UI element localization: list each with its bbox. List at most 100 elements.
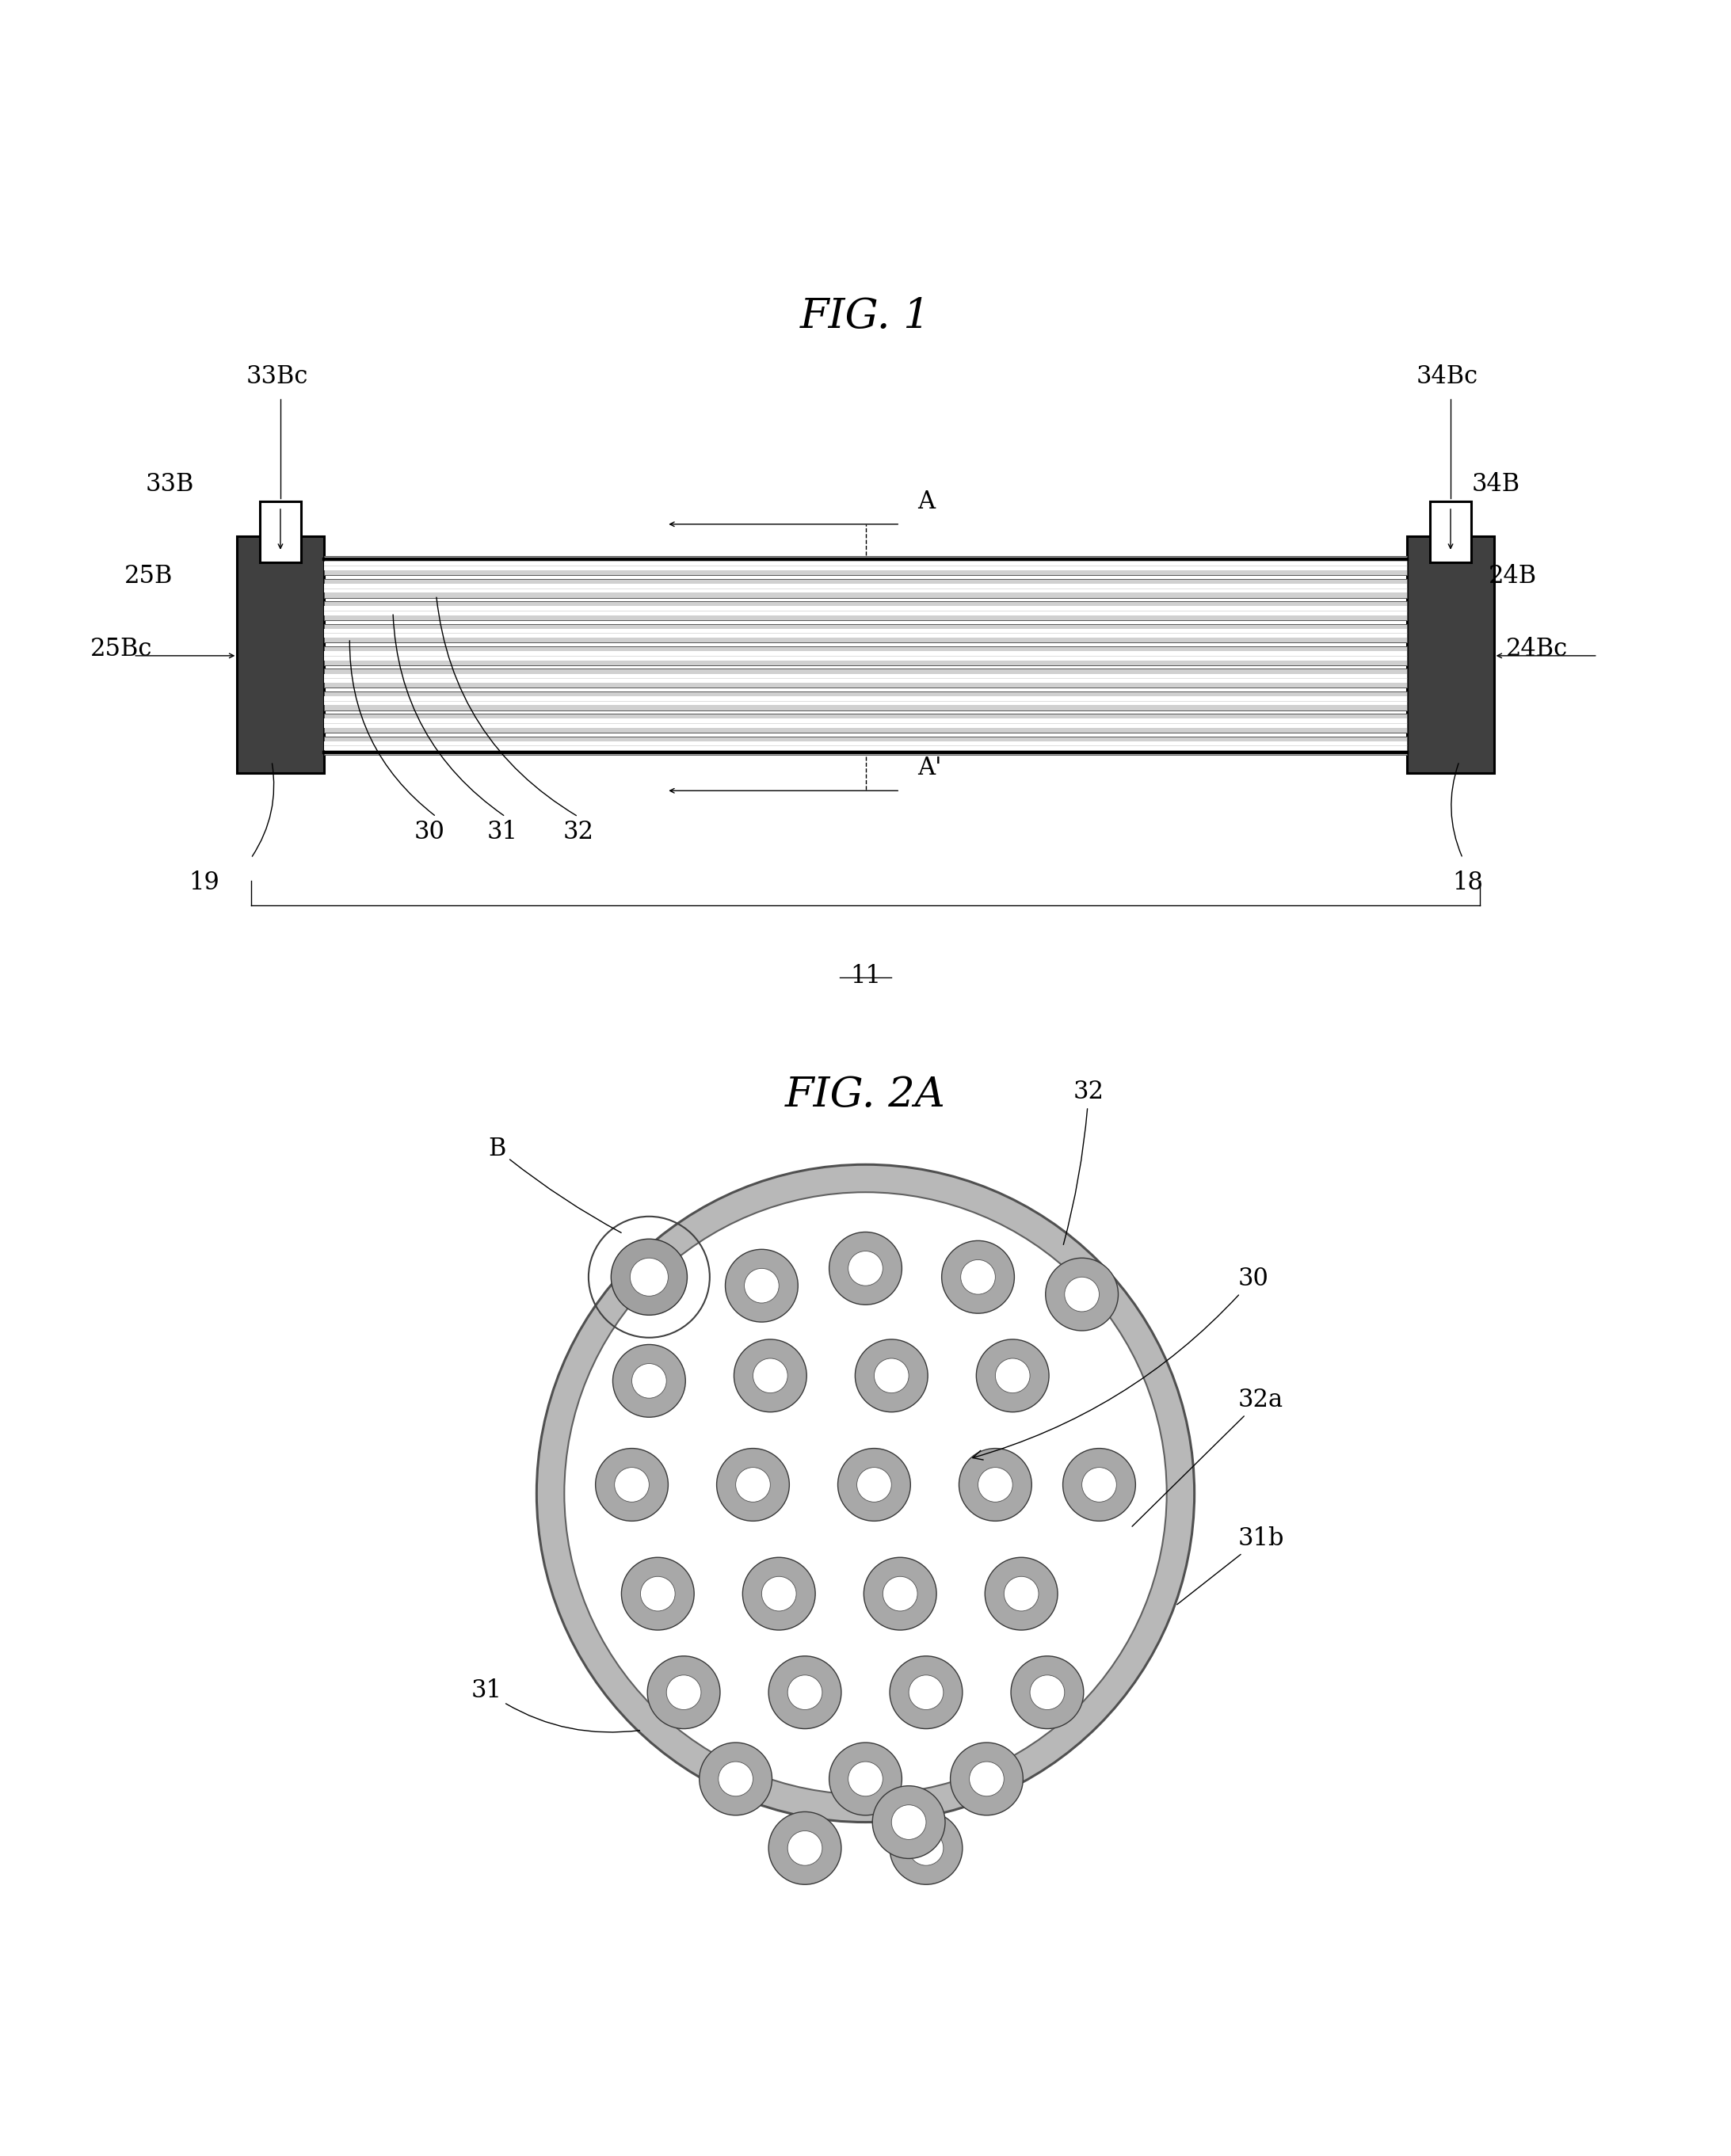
Bar <box>324 714 1407 733</box>
Circle shape <box>909 1675 943 1710</box>
Circle shape <box>829 1742 902 1815</box>
Circle shape <box>769 1811 841 1884</box>
Circle shape <box>717 1449 789 1520</box>
Circle shape <box>595 1449 668 1520</box>
Circle shape <box>1082 1468 1116 1503</box>
Circle shape <box>864 1557 936 1630</box>
Bar <box>324 651 1407 660</box>
Bar <box>324 606 1407 614</box>
Bar <box>260 502 301 563</box>
Text: 25Bc: 25Bc <box>90 636 152 662</box>
Circle shape <box>857 1468 891 1503</box>
Circle shape <box>564 1192 1167 1794</box>
Text: 19: 19 <box>189 871 220 895</box>
Bar <box>324 673 1407 683</box>
Circle shape <box>621 1557 694 1630</box>
Circle shape <box>855 1339 928 1412</box>
Circle shape <box>890 1656 962 1729</box>
Bar <box>1407 537 1494 774</box>
Circle shape <box>942 1240 1014 1313</box>
Bar <box>324 735 1407 755</box>
Text: B: B <box>488 1136 621 1233</box>
Circle shape <box>718 1761 753 1796</box>
Bar <box>324 692 1407 709</box>
Bar <box>237 537 324 774</box>
Circle shape <box>611 1240 687 1315</box>
Circle shape <box>848 1250 883 1285</box>
Circle shape <box>640 1576 675 1611</box>
Text: A: A <box>917 489 935 513</box>
Bar <box>324 584 1407 593</box>
Text: 33Bc: 33Bc <box>246 364 308 390</box>
Bar <box>324 668 1407 688</box>
Circle shape <box>1065 1276 1099 1311</box>
Bar <box>324 718 1407 729</box>
Circle shape <box>985 1557 1058 1630</box>
Circle shape <box>891 1805 926 1839</box>
Circle shape <box>769 1656 841 1729</box>
Text: 18: 18 <box>1452 871 1483 895</box>
Circle shape <box>744 1268 779 1302</box>
Bar <box>1430 502 1471 563</box>
Circle shape <box>995 1358 1030 1393</box>
Text: A': A' <box>917 757 942 780</box>
Bar <box>324 578 1407 597</box>
Bar <box>324 602 1407 621</box>
Circle shape <box>838 1449 911 1520</box>
Text: 11: 11 <box>850 964 881 987</box>
Circle shape <box>890 1811 962 1884</box>
Circle shape <box>872 1785 945 1858</box>
Circle shape <box>829 1231 902 1304</box>
Circle shape <box>753 1358 788 1393</box>
Text: 32: 32 <box>1063 1080 1104 1244</box>
Circle shape <box>632 1363 666 1399</box>
Text: 24Bc: 24Bc <box>1506 636 1568 662</box>
Bar <box>324 647 1407 666</box>
Circle shape <box>909 1830 943 1865</box>
Circle shape <box>613 1345 685 1416</box>
Circle shape <box>736 1468 770 1503</box>
Bar <box>324 623 1407 642</box>
Text: 24B: 24B <box>1489 565 1537 589</box>
Text: 25B: 25B <box>125 565 173 589</box>
Circle shape <box>1011 1656 1084 1729</box>
Circle shape <box>950 1742 1023 1815</box>
Circle shape <box>699 1742 772 1815</box>
Circle shape <box>762 1576 796 1611</box>
Text: FIG. 1: FIG. 1 <box>800 295 931 336</box>
Bar <box>324 556 1407 576</box>
Circle shape <box>743 1557 815 1630</box>
Circle shape <box>537 1164 1194 1822</box>
Bar <box>324 696 1407 705</box>
Circle shape <box>725 1248 798 1322</box>
Circle shape <box>874 1358 909 1393</box>
Circle shape <box>883 1576 917 1611</box>
Text: 34B: 34B <box>1471 472 1520 496</box>
Circle shape <box>632 1259 666 1294</box>
Circle shape <box>1063 1449 1136 1520</box>
Text: FIG. 2A: FIG. 2A <box>786 1076 945 1115</box>
Circle shape <box>788 1675 822 1710</box>
Circle shape <box>630 1257 668 1296</box>
Bar <box>324 630 1407 638</box>
Circle shape <box>961 1259 995 1294</box>
Circle shape <box>666 1675 701 1710</box>
Bar <box>324 742 1407 750</box>
Text: 32a: 32a <box>1132 1388 1283 1526</box>
Circle shape <box>734 1339 807 1412</box>
Circle shape <box>1004 1576 1039 1611</box>
Circle shape <box>959 1449 1032 1520</box>
Text: 33B: 33B <box>145 472 194 496</box>
Circle shape <box>1046 1257 1118 1330</box>
Text: 31: 31 <box>471 1680 640 1731</box>
Text: 30: 30 <box>973 1268 1269 1460</box>
Bar <box>324 561 1407 569</box>
Circle shape <box>848 1761 883 1796</box>
Circle shape <box>976 1339 1049 1412</box>
Text: 32: 32 <box>563 819 594 845</box>
Circle shape <box>615 1468 649 1503</box>
Text: 31: 31 <box>486 819 518 845</box>
Text: 30: 30 <box>414 819 445 845</box>
Circle shape <box>969 1761 1004 1796</box>
Text: 34Bc: 34Bc <box>1416 364 1478 390</box>
